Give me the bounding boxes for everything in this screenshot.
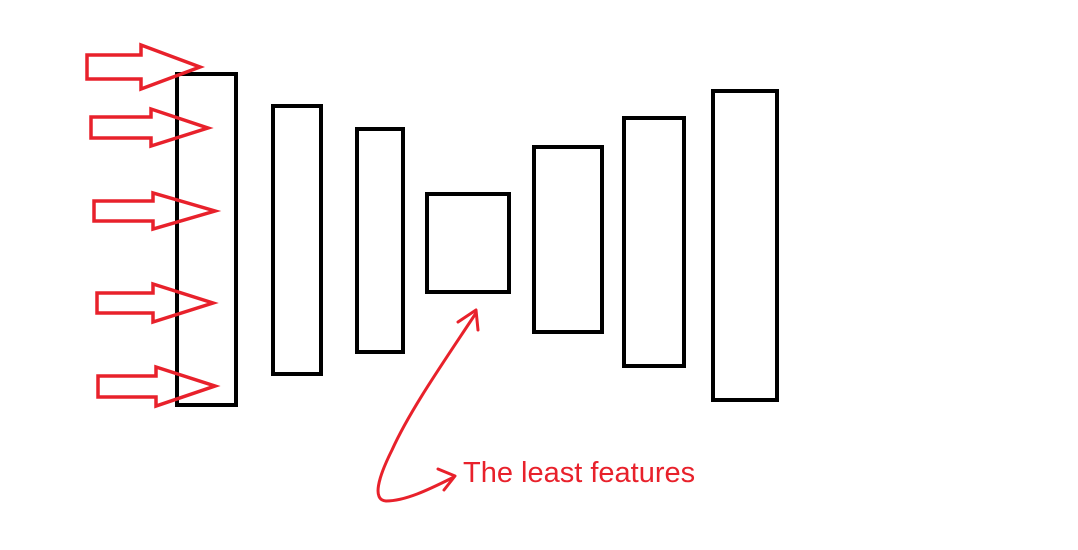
arrowhead-top-icon: [456, 308, 480, 332]
input-arrow-icon: [85, 42, 206, 92]
input-arrow-icon: [95, 281, 219, 325]
layer-5: [532, 145, 604, 334]
layer-1-input: [175, 72, 238, 407]
input-arrow-icon: [92, 190, 222, 232]
layer-2: [271, 104, 323, 376]
layer-3: [355, 127, 405, 354]
layer-6: [622, 116, 686, 368]
layer-4-bottleneck: [425, 192, 511, 294]
input-arrow-icon: [89, 106, 214, 149]
arrowhead-bottom-icon: [436, 467, 457, 492]
annotation-curve-arrow: [376, 311, 478, 503]
layer-7-output: [711, 89, 779, 402]
annotation-label: The least features: [463, 457, 696, 489]
input-arrow-icon: [96, 364, 221, 409]
